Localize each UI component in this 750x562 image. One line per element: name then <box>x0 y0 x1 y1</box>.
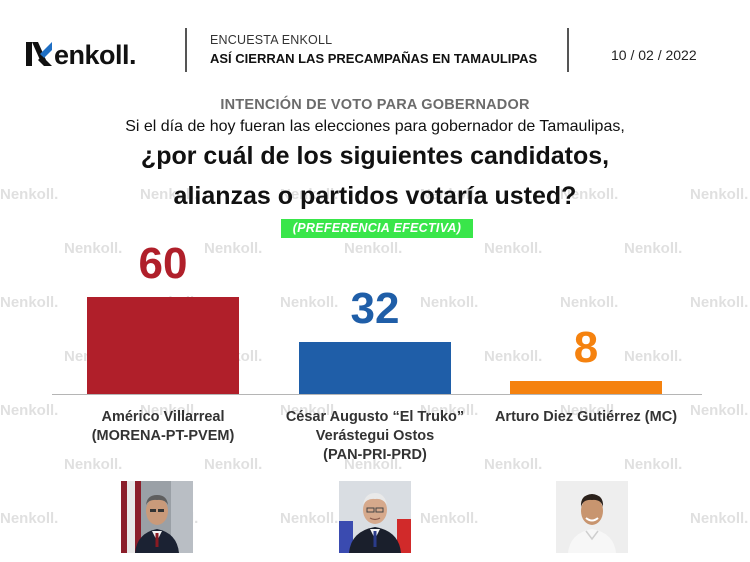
preference-badge: (PREFERENCIA EFECTIVA) <box>281 219 473 238</box>
chart-baseline <box>52 394 702 395</box>
candidate-photo-villarreal <box>121 481 193 553</box>
category-label-line: Arturo Diez Gutiérrez (MC) <box>494 409 678 425</box>
value-label-1: 60 <box>138 239 188 288</box>
category-label-2: César Augusto “El Truko” Verástegui Ostos… <box>265 408 485 465</box>
candidate-photo-verastegui <box>339 481 411 553</box>
question-intro: Si el día de hoy fueran las elecciones p… <box>125 118 625 135</box>
header-divider-right <box>567 28 569 72</box>
value-label-3: 8 <box>573 323 599 372</box>
category-label-line: César Augusto “El Truko” <box>285 409 465 425</box>
category-label-line: (MORENA-PT-PVEM) <box>91 428 235 444</box>
value-label-2: 32 <box>350 284 400 333</box>
bar-1 <box>87 297 239 394</box>
header-divider-left <box>185 28 187 72</box>
category-label-line: Américo Villarreal <box>101 409 225 425</box>
header: enkoll. ENCUESTA ENKOLL ASÍ CIERRAN LAS … <box>0 0 750 92</box>
chart-title: INTENCIÓN DE VOTO PARA GOBERNADOR <box>220 97 530 113</box>
category-label-line: Verástegui Ostos <box>315 428 435 444</box>
candidate-photo-diez <box>556 481 628 553</box>
bar-2 <box>299 342 451 394</box>
survey-name: ENCUESTA ENKOLL <box>210 33 333 47</box>
category-label-1: Américo Villarreal (MORENA-PT-PVEM) <box>53 408 273 446</box>
category-label-3: Arturo Diez Gutiérrez (MC) <box>476 408 696 427</box>
question-line-1: ¿por cuál de los siguientes candidatos, <box>140 142 610 170</box>
category-label-line: (PAN-PRI-PRD) <box>323 447 427 463</box>
enkoll-logo-mark <box>26 42 52 66</box>
question-line-2: alianzas o partidos votaría usted? <box>173 182 577 210</box>
enkoll-logo: enkoll. <box>24 38 149 70</box>
survey-date: 10 / 02 / 2022 <box>611 47 697 63</box>
bar-3 <box>510 381 662 394</box>
survey-title: ASÍ CIERRAN LAS PRECAMPAÑAS EN TAMAULIPA… <box>210 51 538 66</box>
logo-text: enkoll. <box>54 40 137 70</box>
